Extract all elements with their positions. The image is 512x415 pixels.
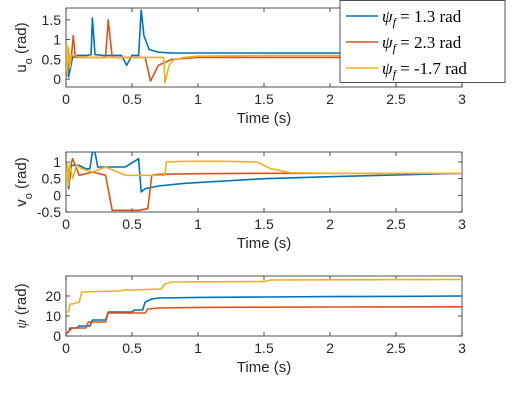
x-tick-label: 3 — [458, 340, 466, 356]
legend-entry: ψf = 1.3 rad — [382, 7, 462, 29]
x-tick-label: 2.5 — [386, 340, 406, 356]
x-tick-label: 0 — [62, 91, 70, 107]
x-axis-label: Time (s) — [237, 235, 291, 252]
x-tick-label: 2 — [326, 91, 334, 107]
series-line-2 — [66, 19, 462, 82]
x-tick-label: 1 — [194, 91, 202, 107]
x-tick-label: 0 — [62, 216, 70, 232]
x-tick-label: 3 — [458, 91, 466, 107]
x-tick-label: 1.5 — [254, 340, 274, 356]
x-tick-label: 3 — [458, 216, 466, 232]
legend: ψf = 1.3 rad ψf = 2.3 rad ψf = -1.7 rad — [339, 0, 506, 83]
series-line-2 — [66, 305, 462, 335]
x-tick-label: 1.5 — [254, 216, 274, 232]
y-tick-label: 1.5 — [42, 12, 62, 28]
x-tick-label: 2 — [326, 216, 334, 232]
x-axis-label: Time (s) — [237, 110, 291, 127]
series-line-3 — [66, 42, 462, 84]
x-tick-label: 2.5 — [386, 216, 406, 232]
series-line-1 — [66, 152, 462, 193]
y-tick-label: 0.5 — [42, 171, 62, 187]
series-line-1 — [66, 295, 462, 335]
y-tick-label: 0 — [53, 328, 61, 344]
y-tick-label: 0 — [53, 187, 61, 203]
y-axis-label: ψ (rad) — [13, 283, 30, 328]
x-tick-label: 0 — [62, 340, 70, 356]
y-tick-label: -0.5 — [37, 204, 61, 220]
y-tick-label: 1 — [53, 32, 61, 48]
y-tick-label: 1 — [53, 154, 61, 170]
y-axis-label: vo (rad) — [13, 157, 35, 206]
series-line-3 — [66, 160, 462, 189]
series-line-3 — [66, 278, 462, 313]
y-tick-label: 20 — [45, 288, 61, 304]
x-axis-label: Time (s) — [237, 359, 291, 376]
x-tick-label: 1 — [194, 340, 202, 356]
axes-box — [65, 275, 463, 337]
x-tick-label: 2 — [326, 340, 334, 356]
x-tick-label: 1 — [194, 216, 202, 232]
y-axis-label: uo (rad) — [13, 22, 35, 72]
y-tick-label: 0.5 — [42, 51, 62, 67]
series-line-2 — [66, 157, 462, 212]
x-tick-label: 1.5 — [254, 91, 274, 107]
x-tick-label: 0.5 — [122, 91, 142, 107]
x-tick-label: 2.5 — [386, 91, 406, 107]
x-tick-label: 0.5 — [122, 340, 142, 356]
x-tick-label: 0.5 — [122, 216, 142, 232]
y-tick-label: 0 — [53, 71, 61, 87]
y-tick-label: 10 — [45, 308, 61, 324]
axes-box — [65, 151, 463, 213]
legend-entry: ψf = -1.7 rad — [382, 59, 467, 81]
legend-entry: ψf = 2.3 rad — [382, 33, 462, 55]
